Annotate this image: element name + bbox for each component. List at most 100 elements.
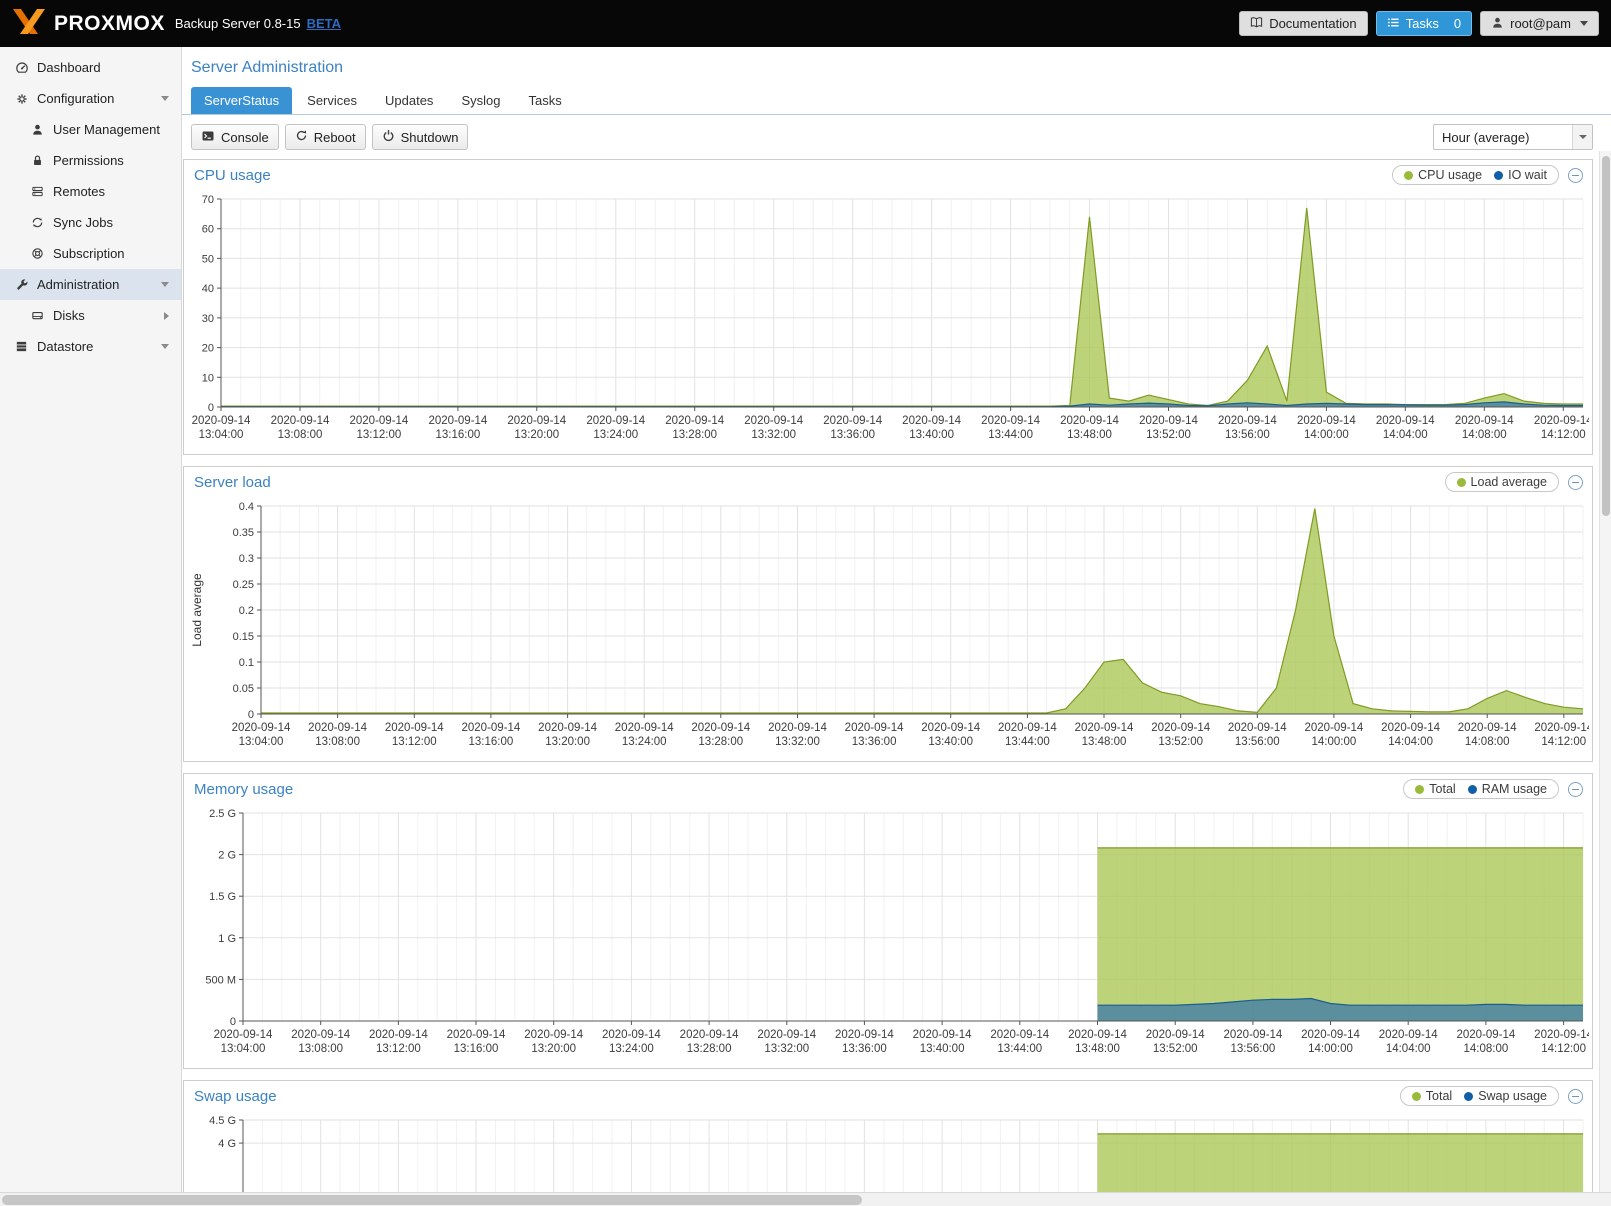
svg-text:13:12:00: 13:12:00 [376, 1043, 421, 1055]
panel-header: CPU usage CPU usage IO wait [184, 160, 1592, 190]
legend-item[interactable]: IO wait [1494, 168, 1547, 182]
svg-text:2020-09-14: 2020-09-14 [691, 722, 750, 734]
svg-text:13:40:00: 13:40:00 [909, 429, 954, 441]
svg-text:2020-09-14: 2020-09-14 [192, 415, 251, 427]
console-label: Console [221, 129, 269, 145]
svg-text:13:56:00: 13:56:00 [1231, 1043, 1276, 1055]
sidebar-item-dashboard[interactable]: Dashboard [0, 52, 181, 83]
legend-item[interactable]: Swap usage [1464, 1089, 1547, 1103]
svg-text:2020-09-14: 2020-09-14 [1458, 722, 1517, 734]
sidebar-item-sync-jobs[interactable]: Sync Jobs [0, 207, 181, 238]
shutdown-button[interactable]: Shutdown [371, 124, 469, 150]
sidebar-item-datastore[interactable]: Datastore [0, 331, 181, 362]
svg-text:13:32:00: 13:32:00 [751, 429, 796, 441]
svg-text:13:36:00: 13:36:00 [830, 429, 875, 441]
sidebar-item-remotes[interactable]: Remotes [0, 176, 181, 207]
sidebar-item-permissions[interactable]: Permissions [0, 145, 181, 176]
svg-text:14:04:00: 14:04:00 [1388, 736, 1433, 748]
vertical-scrollbar[interactable] [1599, 151, 1611, 1192]
svg-text:2020-09-14: 2020-09-14 [1139, 415, 1198, 427]
chart-panels: CPU usage CPU usage IO wait 0 10 20 30 40 50 6… [183, 159, 1593, 1206]
reboot-button[interactable]: Reboot [284, 124, 366, 150]
svg-text:2020-09-14: 2020-09-14 [1304, 722, 1363, 734]
svg-text:2020-09-14: 2020-09-14 [757, 1029, 816, 1041]
svg-text:13:32:00: 13:32:00 [775, 736, 820, 748]
svg-text:2020-09-14: 2020-09-14 [524, 1029, 583, 1041]
legend-item[interactable]: Load average [1456, 475, 1547, 489]
svg-text:2020-09-14: 2020-09-14 [1376, 415, 1435, 427]
svg-text:13:24:00: 13:24:00 [609, 1043, 654, 1055]
svg-text:2020-09-14: 2020-09-14 [214, 1029, 273, 1041]
tab-updates[interactable]: Updates [385, 93, 434, 108]
legend-item[interactable]: RAM usage [1467, 782, 1547, 796]
sidebar-item-label: Disks [53, 308, 85, 323]
toolbar: Console Reboot Shutdown Hour (average) [191, 124, 1593, 150]
chevron-down-icon [1580, 21, 1588, 26]
svg-text:14:00:00: 14:00:00 [1304, 429, 1349, 441]
svg-text:2020-09-14: 2020-09-14 [1301, 1029, 1360, 1041]
terminal-icon [201, 129, 215, 146]
sidebar-item-disks[interactable]: Disks [0, 300, 181, 331]
collapse-icon[interactable] [1568, 167, 1583, 183]
documentation-button[interactable]: Documentation [1239, 11, 1368, 36]
svg-text:13:44:00: 13:44:00 [988, 429, 1033, 441]
horizontal-scrollbar-thumb[interactable] [2, 1195, 862, 1205]
gears-icon [13, 92, 30, 106]
svg-text:2020-09-14: 2020-09-14 [1068, 1029, 1127, 1041]
svg-text:2020-09-14: 2020-09-14 [1455, 415, 1514, 427]
brand-text: PROXMOX [54, 11, 165, 35]
timeframe-select[interactable]: Hour (average) [1433, 124, 1593, 150]
svg-text:2020-09-14: 2020-09-14 [990, 1029, 1049, 1041]
svg-text:2020-09-14: 2020-09-14 [447, 1029, 506, 1041]
svg-text:Load average: Load average [190, 573, 204, 647]
sidebar-item-label: Sync Jobs [53, 215, 113, 230]
console-button[interactable]: Console [191, 124, 279, 150]
product-version: Backup Server 0.8-15 [174, 16, 301, 31]
svg-text:2020-09-14: 2020-09-14 [1075, 722, 1134, 734]
legend-label: IO wait [1508, 168, 1547, 182]
sidebar-item-configuration[interactable]: Configuration [0, 83, 181, 114]
collapse-icon[interactable] [1568, 474, 1583, 490]
tab-syslog[interactable]: Syslog [461, 93, 501, 108]
svg-text:2020-09-14: 2020-09-14 [1534, 722, 1589, 734]
legend-item[interactable]: Total [1411, 1089, 1453, 1103]
user-menu-button[interactable]: root@pam [1480, 11, 1599, 36]
svg-text:0: 0 [248, 709, 254, 721]
svg-text:0.2: 0.2 [239, 605, 254, 617]
tasks-button[interactable]: Tasks 0 [1375, 11, 1473, 36]
tab-tasks[interactable]: Tasks [528, 93, 562, 108]
horizontal-scrollbar[interactable] [0, 1192, 1611, 1206]
legend-item[interactable]: Total [1415, 782, 1456, 796]
svg-text:14:12:00: 14:12:00 [1541, 429, 1586, 441]
collapse-icon[interactable] [1568, 1088, 1583, 1104]
sidebar-item-administration[interactable]: Administration [0, 269, 181, 300]
svg-text:2020-09-14: 2020-09-14 [291, 1029, 350, 1041]
chart-panel-server-load: Server load Load average 0 0.05 0.1 0.15 0.2… [183, 466, 1593, 762]
legend-dot [1415, 784, 1425, 794]
chart-panel-swap: Swap usage Total Swap usage 4 G4.5 G2020… [183, 1080, 1593, 1206]
top-header: PROXMOX Backup Server 0.8-15 BETA Docume… [0, 0, 1611, 47]
sidebar-item-label: User Management [53, 122, 160, 137]
documentation-label: Documentation [1269, 16, 1357, 31]
sidebar-item-subscription[interactable]: Subscription [0, 238, 181, 269]
svg-text:13:48:00: 13:48:00 [1075, 1043, 1120, 1055]
svg-text:13:04:00: 13:04:00 [221, 1043, 266, 1055]
svg-text:14:12:00: 14:12:00 [1541, 736, 1586, 748]
tab-services[interactable]: Services [307, 93, 358, 108]
legend-item[interactable]: CPU usage [1404, 168, 1482, 182]
chart-legend: Load average [1444, 472, 1559, 492]
sidebar-item-user-management[interactable]: User Management [0, 114, 181, 145]
brand-group: PROXMOX Backup Server 0.8-15 BETA [12, 8, 341, 40]
datastore-icon [13, 340, 30, 353]
legend-label: Total [1425, 1089, 1453, 1103]
svg-text:2020-09-14: 2020-09-14 [913, 1029, 972, 1041]
tab-serverstatus[interactable]: ServerStatus [191, 87, 293, 114]
beta-link[interactable]: BETA [306, 16, 342, 31]
panel-header: Swap usage Total Swap usage [184, 1081, 1592, 1111]
legend-dot [1456, 477, 1466, 487]
collapse-icon[interactable] [1568, 781, 1583, 797]
chart-title: Memory usage [194, 780, 294, 798]
sidebar-item-label: Datastore [37, 339, 94, 354]
vertical-scrollbar-thumb[interactable] [1602, 156, 1610, 516]
memory-usage-chart: 0 500 M 1 G 1.5 G 2 G 2.5 G 2020-09-14 13:04:00… [205, 808, 1589, 1055]
